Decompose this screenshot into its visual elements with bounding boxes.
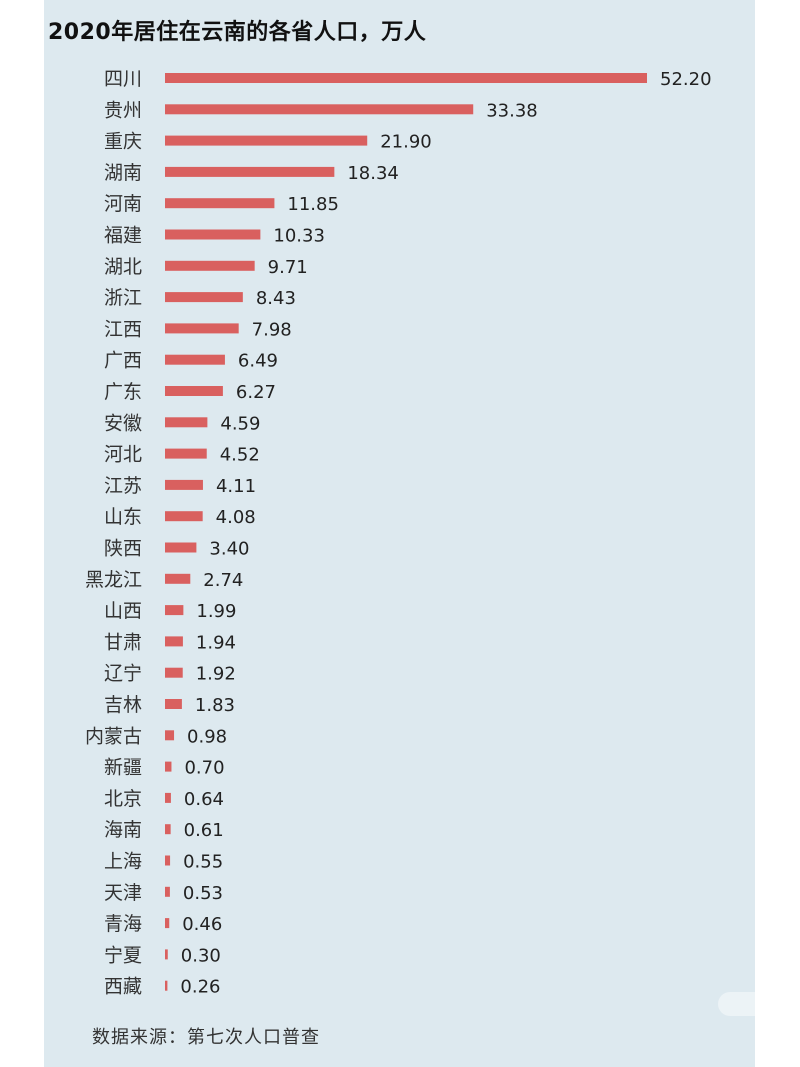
bar bbox=[165, 198, 275, 209]
category-label: 福建 bbox=[104, 225, 142, 247]
chart-title: 2020年居住在云南的各省人口，万人 bbox=[48, 20, 427, 45]
bar bbox=[165, 417, 208, 428]
category-label: 河北 bbox=[104, 444, 142, 466]
value-label: 9.71 bbox=[268, 257, 308, 278]
category-label: 广东 bbox=[104, 381, 142, 403]
bar bbox=[165, 949, 168, 960]
value-label: 1.92 bbox=[196, 664, 236, 685]
bar bbox=[165, 229, 261, 240]
bar bbox=[165, 855, 171, 866]
bar bbox=[165, 667, 183, 678]
category-label: 山东 bbox=[104, 506, 142, 528]
value-label: 0.70 bbox=[184, 758, 224, 779]
value-label: 6.49 bbox=[238, 351, 278, 372]
value-label: 0.98 bbox=[187, 726, 227, 747]
category-label: 宁夏 bbox=[104, 944, 142, 966]
value-label: 0.55 bbox=[183, 852, 223, 873]
bar bbox=[165, 573, 191, 584]
category-label: 广西 bbox=[104, 350, 142, 372]
value-label: 3.40 bbox=[209, 539, 249, 560]
bar bbox=[165, 918, 170, 929]
value-label: 4.08 bbox=[216, 507, 256, 528]
value-label: 0.53 bbox=[183, 883, 223, 904]
category-label: 重庆 bbox=[104, 131, 142, 153]
bar bbox=[165, 73, 647, 83]
category-label: 甘肃 bbox=[104, 631, 142, 653]
category-label: 北京 bbox=[104, 788, 142, 810]
bar bbox=[165, 605, 184, 616]
category-label: 辽宁 bbox=[104, 663, 142, 685]
category-label: 吉林 bbox=[104, 694, 142, 716]
bar bbox=[165, 354, 225, 365]
category-label: 黑龙江 bbox=[85, 569, 142, 591]
chart-background bbox=[44, 0, 755, 1067]
category-label: 山西 bbox=[104, 600, 142, 622]
value-label: 33.38 bbox=[486, 100, 538, 121]
value-label: 18.34 bbox=[347, 163, 399, 184]
category-label: 浙江 bbox=[104, 287, 142, 309]
bar bbox=[165, 542, 197, 553]
value-label: 21.90 bbox=[380, 132, 432, 153]
value-label: 11.85 bbox=[287, 194, 339, 215]
bar bbox=[165, 699, 182, 709]
category-label: 江苏 bbox=[104, 475, 142, 497]
category-label: 天津 bbox=[104, 882, 142, 904]
bar bbox=[165, 824, 171, 835]
category-label: 新疆 bbox=[104, 757, 142, 779]
category-label: 湖北 bbox=[104, 256, 142, 278]
bar bbox=[165, 730, 175, 741]
category-label: 四川 bbox=[104, 68, 142, 90]
value-label: 8.43 bbox=[256, 288, 296, 309]
bar bbox=[165, 448, 207, 459]
bar bbox=[165, 260, 255, 271]
value-label: 0.30 bbox=[181, 945, 221, 966]
value-label: 1.83 bbox=[195, 695, 235, 716]
bar bbox=[165, 323, 239, 334]
value-label: 6.27 bbox=[236, 382, 276, 403]
value-label: 4.11 bbox=[216, 476, 256, 497]
category-label: 陕西 bbox=[104, 538, 142, 560]
watermark-logo bbox=[718, 992, 770, 1016]
bar bbox=[165, 761, 172, 772]
value-label: 1.99 bbox=[196, 601, 236, 622]
category-label: 内蒙古 bbox=[85, 725, 142, 747]
category-label: 湖南 bbox=[104, 162, 142, 184]
bar bbox=[165, 135, 368, 146]
bar bbox=[165, 479, 203, 490]
value-label: 1.94 bbox=[196, 632, 236, 653]
bar bbox=[165, 292, 243, 303]
value-label: 0.61 bbox=[184, 820, 224, 841]
category-label: 海南 bbox=[104, 819, 142, 841]
category-label: 江西 bbox=[104, 318, 142, 340]
bar bbox=[165, 886, 170, 897]
value-label: 0.64 bbox=[184, 789, 224, 810]
bar bbox=[165, 104, 474, 115]
value-label: 0.26 bbox=[180, 977, 220, 998]
bar bbox=[165, 980, 168, 991]
bar bbox=[165, 511, 203, 522]
category-label: 上海 bbox=[104, 851, 142, 873]
bar bbox=[165, 792, 171, 803]
category-label: 青海 bbox=[104, 913, 142, 935]
data-source-note: 数据来源：第七次人口普查 bbox=[92, 1027, 320, 1048]
value-label: 10.33 bbox=[273, 226, 325, 247]
value-label: 52.20 bbox=[660, 69, 712, 90]
category-label: 西藏 bbox=[104, 976, 142, 998]
category-label: 河南 bbox=[104, 193, 142, 215]
bar bbox=[165, 166, 335, 177]
value-label: 4.52 bbox=[220, 445, 260, 466]
value-label: 2.74 bbox=[203, 570, 243, 591]
category-label: 贵州 bbox=[104, 99, 142, 121]
bar bbox=[165, 636, 183, 647]
value-label: 0.46 bbox=[182, 914, 222, 935]
value-label: 4.59 bbox=[220, 413, 260, 434]
value-label: 7.98 bbox=[252, 319, 292, 340]
category-label: 安徽 bbox=[104, 412, 142, 434]
bar bbox=[165, 386, 223, 396]
